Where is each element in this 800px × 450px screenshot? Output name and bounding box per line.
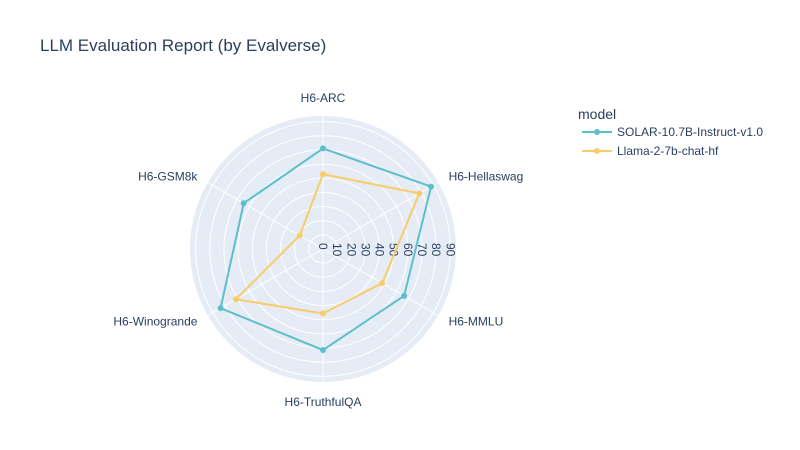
legend-marker	[594, 148, 600, 154]
data-point[interactable]	[233, 296, 239, 302]
legend-item-1[interactable]: Llama-2-7b-chat-hf	[582, 144, 719, 158]
radial-tick-label: 10	[330, 243, 344, 257]
radial-tick-labels: 0 10 20 30 40 50 60 70 80 90	[316, 243, 457, 257]
data-point[interactable]	[320, 171, 326, 177]
data-point[interactable]	[428, 184, 434, 190]
data-point[interactable]	[320, 347, 326, 353]
axis-label-h6-gsm8k: H6-GSM8k	[138, 170, 198, 184]
axis-label-h6-winogrande: H6-Winogrande	[113, 315, 197, 329]
radial-tick-label: 40	[373, 243, 387, 257]
chart-title: LLM Evaluation Report (by Evalverse)	[40, 36, 326, 55]
legend: model SOLAR-10.7B-Instruct-v1.0 Llama-2-7…	[578, 106, 763, 158]
data-point[interactable]	[241, 200, 247, 206]
radial-tick-label: 20	[344, 243, 358, 257]
data-point[interactable]	[297, 233, 303, 239]
legend-item-0[interactable]: SOLAR-10.7B-Instruct-v1.0	[582, 125, 763, 139]
legend-label: Llama-2-7b-chat-hf	[617, 144, 719, 158]
legend-marker	[594, 129, 600, 135]
data-point[interactable]	[379, 280, 385, 286]
radial-tick-label: 0	[316, 243, 330, 250]
data-point[interactable]	[320, 145, 326, 151]
data-point[interactable]	[416, 190, 422, 196]
radial-tick-label: 60	[401, 243, 415, 257]
data-point[interactable]	[401, 293, 407, 299]
data-point[interactable]	[218, 305, 224, 311]
data-point[interactable]	[320, 311, 326, 317]
legend-title: model	[578, 106, 616, 122]
radial-tick-label: 90	[443, 243, 457, 257]
legend-label: SOLAR-10.7B-Instruct-v1.0	[617, 125, 763, 139]
axis-label-h6-hellaswag: H6-Hellaswag	[449, 170, 524, 184]
axis-label-h6-truthfulqa: H6-TruthfulQA	[285, 395, 362, 409]
axis-label-h6-arc: H6-ARC	[301, 91, 346, 105]
radial-tick-label: 30	[358, 243, 372, 257]
radial-tick-label: 80	[429, 243, 443, 257]
axis-label-h6-mmlu: H6-MMLU	[449, 315, 504, 329]
